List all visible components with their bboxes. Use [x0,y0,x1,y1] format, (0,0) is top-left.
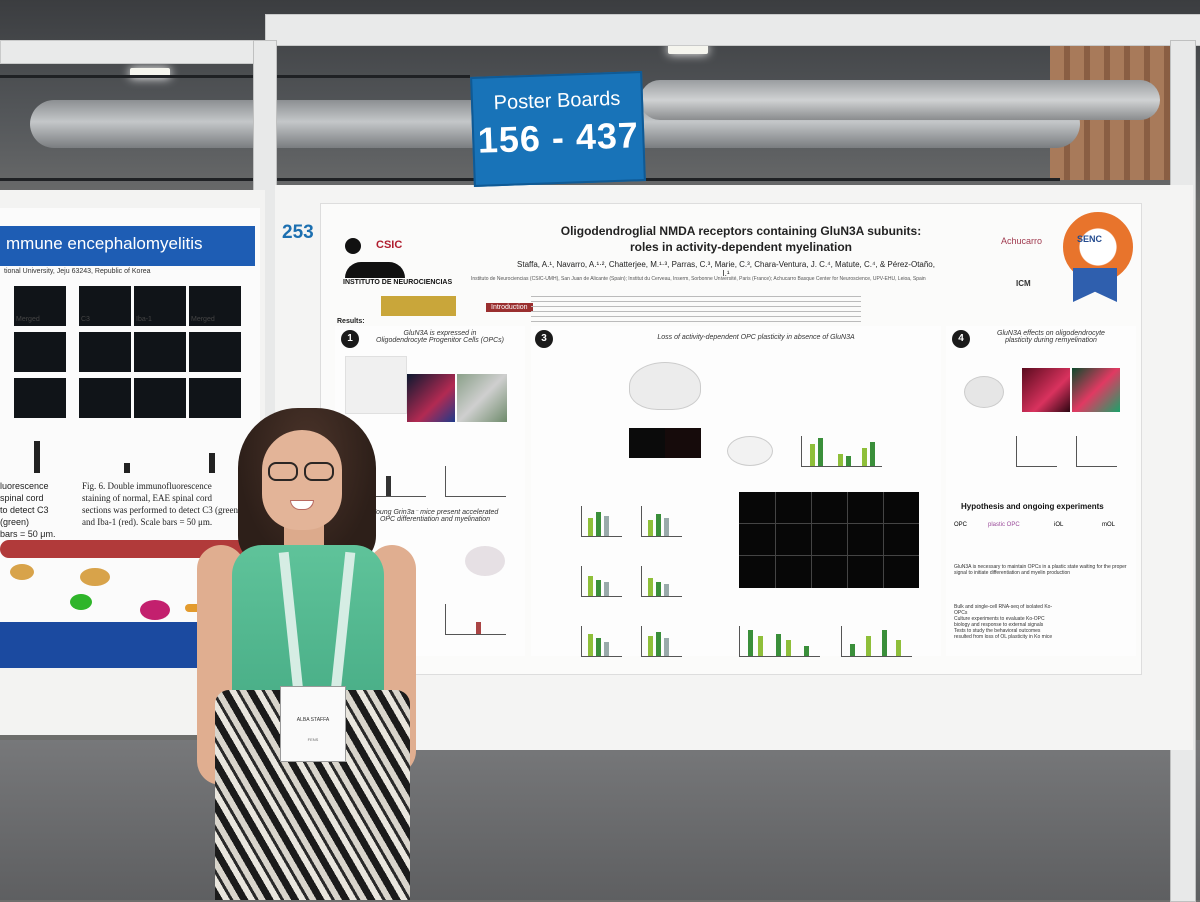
bar-charts [4,433,254,473]
poster-authors: Staffa, A.¹, Navarro, A.¹·², Chatterjee,… [517,260,935,278]
ceiling-light [668,44,708,54]
section-number: 1 [341,330,359,348]
introduction-label: Introduction [486,303,533,312]
electron-microscopy-image [457,374,507,422]
timing-chart [445,466,506,497]
name-badge: ALBA STAFFA FENS [280,686,346,762]
figure-caption: Fig. 6. Double immunofluorescence staini… [82,481,241,527]
brain-section [727,436,773,466]
left-poster-heading: mmune encephalomyelitis [0,226,255,266]
badge-name: ALBA STAFFA [296,717,330,723]
section-title: Loss of activity-dependent OPC plasticit… [657,334,855,341]
label: Iba-1 [136,316,152,323]
ventilation-duct-right [640,80,1160,120]
hypothesis-title: Hypothesis and ongoing experiments [961,502,1104,511]
opc-density-chart [581,506,622,537]
floor [0,740,1200,900]
truss-beam [0,75,470,78]
remyelination-chart [1016,436,1057,467]
label: Merged [191,316,215,323]
left-poster-affiliation: tional University, Jeju 63243, Republic … [4,268,151,275]
section-4: 4 GluN3A effects on oligodendrocyte plas… [946,326,1136,656]
award-label: SENC [1077,234,1103,244]
differentiation-stages: OPC plastic OPC iOL mOL [954,522,1116,528]
csic-logo: CSIC [376,239,403,251]
hypothesis-text: GluN3A is necessary to maintain OPCs in … [954,564,1127,576]
brain-section [465,546,505,576]
icm-logo: ICM [1016,279,1031,288]
microscopy-grid [739,492,919,588]
glasses-icon [266,462,336,482]
sign-line1: Poster Boards [493,87,621,115]
proliferation-chart [739,626,820,657]
sponsor-logo [381,296,456,316]
poster-title-line2: roles in activity-dependent myelination [629,240,853,254]
blue-footer [0,622,235,668]
section-title: GluN3A effects on oligodendrocyte plasti… [997,330,1105,344]
section-2-title: Young Grin3a⁻ mice present accelerated O… [371,509,499,523]
blood-vessel-illustration [0,540,255,558]
fluorescence-image [407,374,455,422]
schematic-panel [345,356,407,414]
board-frame-top [265,14,1200,46]
board-frame-top [0,40,267,64]
label: Merged [16,316,40,323]
section-3: 3 Loss of activity-dependent OPC plastic… [531,326,941,657]
label: C3 [81,316,90,323]
poster-affiliations: Instituto de Neurociencias (CSIC-UMH), S… [471,276,926,282]
achucarro-logo: Achucarro [1001,236,1043,246]
opc-density-chart [581,566,622,597]
introduction-text [531,296,861,322]
differentiation-chart [841,626,912,657]
ongoing-experiments: Bulk and single-cell RNA-seq of isolated… [954,604,1053,640]
mouse-illustration [964,376,1004,408]
research-poster: CSIC INSTITUTO DE NEUROCIENCIAS Oligoden… [320,203,1142,675]
caption-fragment: luorescence spinal cord to detect C3 (gr… [0,481,56,539]
micrograph-grid: Merged C3 Iba-1 Merged [4,286,254,426]
myelination-chart [445,604,506,635]
section-number: 3 [535,330,553,348]
poster-boards-sign: Poster Boards 156 - 437 [470,71,646,187]
demyelination-image [1022,368,1070,412]
sign-line2: 156 - 437 [477,114,640,161]
brain-schematic [629,362,701,410]
ceiling-light [130,68,170,78]
section-number: 4 [952,330,970,348]
micrograph [629,428,665,458]
award-ribbon [1073,268,1117,302]
opc-density-chart [581,626,622,657]
ol-density-chart [641,506,682,537]
section-title: GluN3A is expressed in Oligodendrocyte P… [376,330,504,344]
remyelination-chart [1076,436,1117,467]
green-tank-top [232,545,384,713]
poster-title-line1: Oligodendroglial NMDA receptors containi… [560,224,922,238]
results-label: Results: [337,318,365,325]
ol-density-chart [641,626,682,657]
board-number: 253 [282,222,314,243]
micrograph [665,428,701,458]
badge-org: FENS [307,737,319,742]
demyelination-image [1072,368,1120,412]
ol-density-chart [641,566,682,597]
institute-logo [341,234,461,314]
institute-name: INSTITUTO DE NEUROCIENCIAS [343,279,453,286]
corpus-callosum-chart [801,436,882,467]
